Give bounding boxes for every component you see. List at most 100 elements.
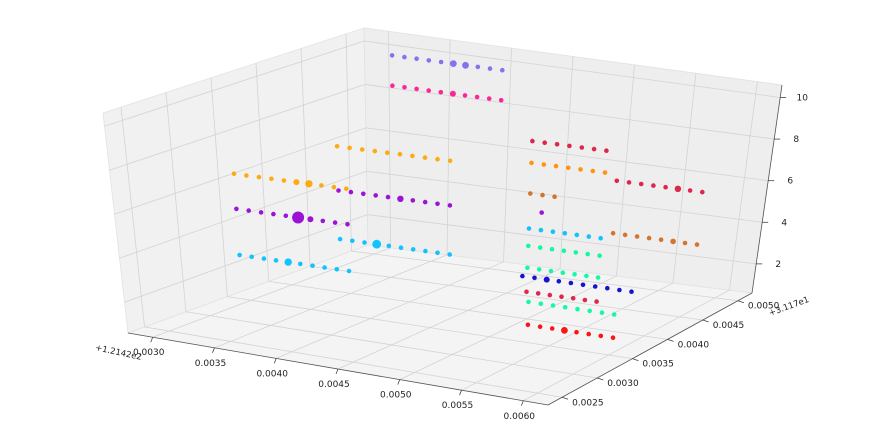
gridline (124, 214, 368, 303)
data-point (617, 287, 622, 293)
gridline (144, 326, 563, 398)
data-point (435, 250, 440, 256)
data-point (397, 195, 404, 202)
gridline (300, 48, 311, 267)
data-point (614, 178, 620, 184)
tick-mark (273, 358, 277, 364)
data-point (586, 234, 592, 239)
data-point (332, 220, 338, 225)
data-point (498, 97, 504, 103)
data-point (553, 163, 559, 169)
data-point (447, 203, 453, 208)
data-point (362, 240, 367, 245)
data-point (310, 263, 315, 269)
data-point (298, 261, 303, 267)
x-tick-label: 0.0045 (318, 380, 350, 390)
data-point (345, 222, 350, 227)
data-point (526, 243, 531, 249)
data-point (663, 184, 668, 190)
data-point (584, 273, 589, 279)
data-point (398, 245, 404, 250)
data-point (694, 242, 700, 247)
data-point (474, 94, 480, 100)
gridlines (104, 31, 781, 402)
data-point (537, 245, 543, 250)
data-point (574, 232, 580, 238)
tick-mark (150, 337, 154, 343)
data-point (568, 280, 574, 286)
data-point (284, 258, 292, 266)
gridline (367, 214, 757, 265)
data-point (234, 206, 239, 212)
data-point (561, 327, 568, 334)
data-point (687, 188, 693, 193)
y-tick-label: 0.0035 (642, 360, 674, 370)
y-axis-line (547, 292, 753, 406)
data-point (559, 294, 564, 300)
gridline (351, 250, 738, 302)
data-point (256, 174, 262, 180)
x-tick-label: 0.0055 (442, 401, 474, 411)
data-point (305, 180, 313, 188)
data-point (422, 199, 428, 205)
data-point (605, 285, 610, 291)
data-point (347, 145, 352, 151)
data-point (525, 265, 530, 271)
data-point (319, 183, 324, 188)
gridline (268, 281, 668, 340)
data-point (586, 331, 591, 337)
data-point (390, 83, 395, 88)
data-point (410, 198, 416, 203)
data-point (556, 279, 562, 284)
data-point (449, 90, 456, 97)
data-point (554, 142, 560, 147)
tick-mark (667, 338, 674, 342)
data-point (658, 237, 664, 242)
data-point (334, 144, 340, 149)
data-point (402, 85, 407, 90)
y-tick-label: 0.0030 (607, 379, 639, 389)
data-point (580, 282, 586, 288)
data-point (549, 246, 555, 252)
x-tick-label: 0.0050 (380, 391, 412, 401)
data-point (547, 292, 553, 298)
data-point (566, 165, 571, 171)
data-point (611, 312, 617, 317)
data-point (449, 60, 457, 67)
tick-mark (702, 319, 709, 323)
axis-ticks (150, 97, 787, 406)
data-point (359, 147, 365, 152)
data-point (530, 138, 535, 144)
y-tick-label: 0.0050 (748, 302, 780, 312)
data-point (638, 181, 644, 187)
data-point (520, 273, 525, 279)
data-point (500, 67, 505, 73)
data-point (572, 272, 577, 277)
x-tick-label: 0.0060 (504, 412, 536, 422)
gridline (366, 170, 763, 223)
data-point (344, 186, 349, 192)
data-point (574, 329, 579, 335)
data-point (244, 173, 249, 178)
gridline (276, 261, 504, 359)
gridline (104, 40, 365, 127)
data-point (594, 299, 599, 304)
data-point (361, 191, 366, 197)
data-point (604, 148, 609, 153)
gridline (399, 275, 617, 380)
z-tick-label: 2 (775, 260, 781, 270)
x-offset-label: +1.2142e2 (94, 343, 143, 363)
data-point (542, 140, 547, 145)
data-point (537, 324, 543, 330)
data-point (526, 226, 532, 231)
data-point (372, 239, 382, 249)
data-point (462, 61, 469, 69)
data-point (622, 232, 628, 238)
z-tick-label: 8 (793, 135, 799, 145)
data-point (561, 248, 567, 254)
tick-mark (459, 390, 462, 396)
tick-mark (212, 347, 215, 353)
data-point (447, 252, 453, 257)
data-point (423, 248, 428, 254)
